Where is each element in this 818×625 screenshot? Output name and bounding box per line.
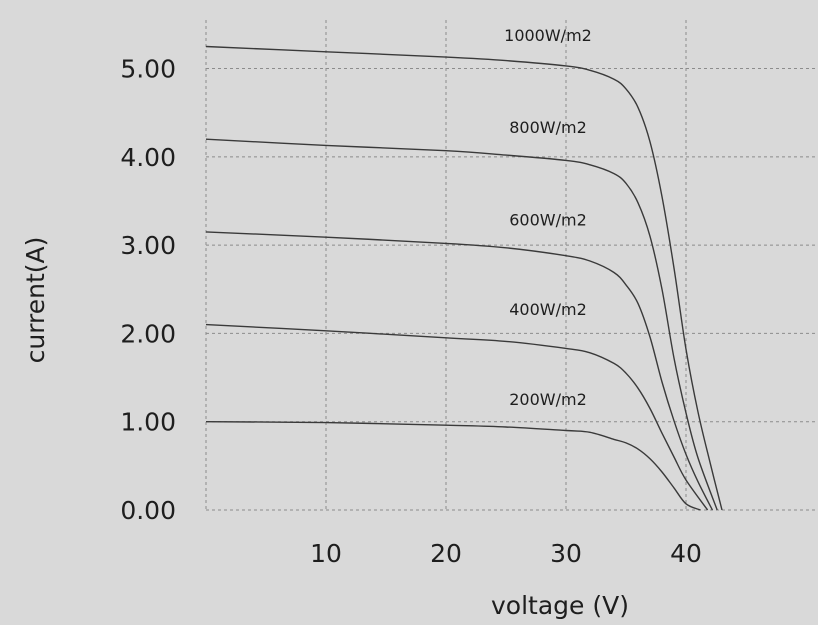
series-label: 400W/m2 xyxy=(509,300,587,319)
y-tick-label: 1.00 xyxy=(120,408,176,437)
series-label: 600W/m2 xyxy=(509,211,587,230)
y-tick-label: 0.00 xyxy=(120,496,176,525)
x-tick-label: 20 xyxy=(430,539,462,568)
grid xyxy=(205,20,818,511)
series-label: 200W/m2 xyxy=(509,390,587,409)
y-tick-label: 2.00 xyxy=(120,319,176,348)
x-tick-label: 40 xyxy=(670,539,702,568)
series-label: 1000W/m2 xyxy=(504,26,592,45)
series-line xyxy=(205,421,701,511)
axis-ticks: 10 20 30 40 0.00 1.00 2.00 3.00 4.00 5.00 xyxy=(120,55,702,568)
series-labels: 1000W/m2 800W/m2 600W/m2 400W/m2 200W/m2 xyxy=(504,26,592,409)
y-tick-label: 4.00 xyxy=(120,143,176,172)
series-line xyxy=(205,231,714,511)
y-tick-label: 5.00 xyxy=(120,55,176,84)
y-axis-title: current(A) xyxy=(21,237,50,364)
x-tick-label: 10 xyxy=(310,539,342,568)
series-line xyxy=(205,45,723,511)
y-tick-label: 3.00 xyxy=(120,231,176,260)
series-label: 800W/m2 xyxy=(509,118,587,137)
series-line xyxy=(205,138,718,511)
series-curves xyxy=(205,45,723,511)
series-line xyxy=(205,323,709,511)
x-tick-label: 30 xyxy=(550,539,582,568)
x-axis-title: voltage (V) xyxy=(491,591,629,620)
